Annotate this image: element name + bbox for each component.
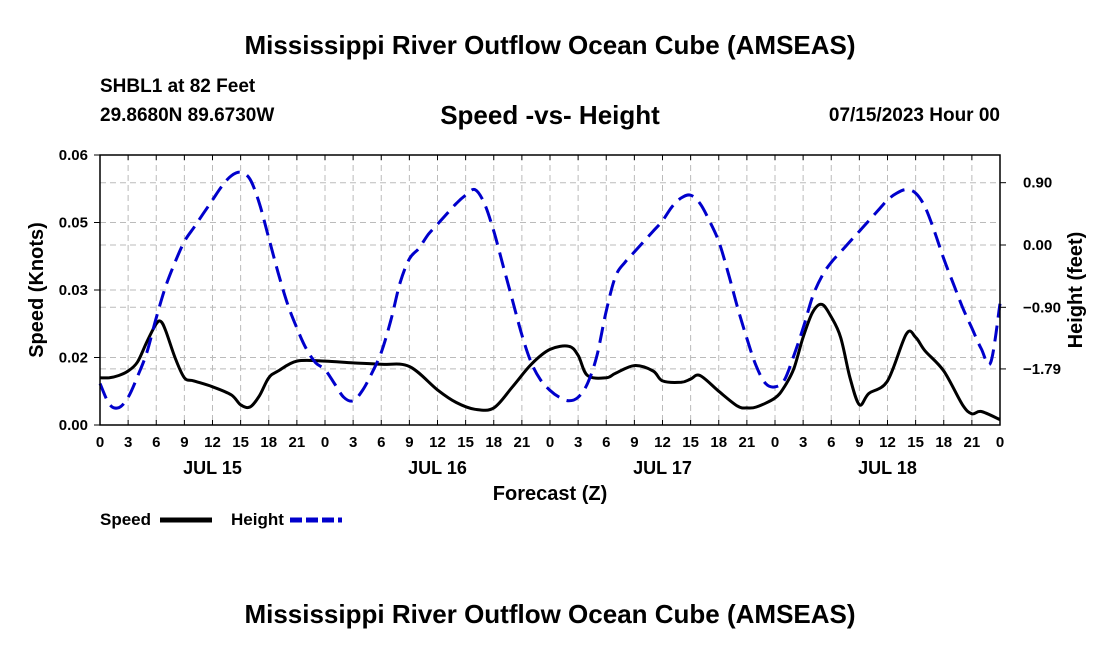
- x-tick-label: 6: [377, 434, 385, 451]
- x-tick-label: 18: [935, 434, 952, 451]
- day-label: JUL 16: [408, 458, 467, 478]
- series-line-height: [98, 170, 1002, 410]
- x-tick-label: 18: [710, 434, 727, 451]
- x-tick-label: 6: [602, 434, 610, 451]
- legend: Speed Height: [100, 510, 342, 529]
- station-label: SHBL1 at 82 Feet: [100, 76, 256, 97]
- y-tick-label: 0.00: [59, 417, 88, 434]
- x-tick-label: 3: [124, 434, 132, 451]
- chart-title: Mississippi River Outflow Ocean Cube (AM…: [244, 30, 856, 60]
- day-label: JUL 15: [183, 458, 242, 478]
- x-tick-label: 18: [260, 434, 277, 451]
- x-tick-label: 12: [879, 434, 896, 451]
- y2-tick-label: 0.00: [1023, 237, 1052, 254]
- x-tick-label: 3: [799, 434, 807, 451]
- y-tick-label: 0.05: [59, 215, 88, 232]
- y2-tick-label: 0.90: [1023, 175, 1052, 192]
- y-axis-label: Speed (Knots): [26, 222, 48, 358]
- axes: 0 3 6 9 12 15 18 21 0 3 6 9 12 15 18 21 0 3 6 9 12 15 18 21 0 3 6 9…: [59, 147, 1061, 478]
- x-tick-label: 9: [405, 434, 413, 451]
- grid: [100, 155, 1000, 425]
- x-tick-label: 15: [907, 434, 924, 451]
- x-tick-label: 9: [855, 434, 863, 451]
- footer-title: Mississippi River Outflow Ocean Cube (AM…: [244, 599, 856, 629]
- x-tick-label: 18: [485, 434, 502, 451]
- x-tick-label: 21: [289, 434, 306, 451]
- y2-tick-label: −1.79: [1023, 361, 1061, 378]
- legend-label-height: Height: [231, 510, 284, 529]
- series-group: [98, 170, 1002, 421]
- x-tick-label: 0: [996, 434, 1004, 451]
- x-tick-label: 6: [827, 434, 835, 451]
- x-tick-label: 12: [429, 434, 446, 451]
- x-tick-label: 3: [349, 434, 357, 451]
- coordinates-label: 29.8680N 89.6730W: [100, 105, 275, 126]
- y-tick-label: 0.02: [59, 350, 88, 367]
- x-tick-label: 12: [204, 434, 221, 451]
- chart-subtitle: Speed -vs- Height: [440, 100, 660, 130]
- day-label: JUL 17: [633, 458, 692, 478]
- x-tick-label: 12: [654, 434, 671, 451]
- y2-tick-label: −0.90: [1023, 299, 1061, 316]
- x-tick-label: 9: [180, 434, 188, 451]
- x-tick-label: 9: [630, 434, 638, 451]
- series-line-speed: [99, 302, 1001, 421]
- legend-label-speed: Speed: [100, 510, 151, 529]
- x-tick-label: 0: [771, 434, 779, 451]
- x-tick-label: 0: [321, 434, 329, 451]
- x-tick-label: 0: [546, 434, 554, 451]
- x-tick-label: 15: [232, 434, 249, 451]
- x-tick-label: 15: [682, 434, 699, 451]
- y-tick-label: 0.06: [59, 147, 88, 164]
- x-tick-label: 3: [574, 434, 582, 451]
- x-tick-label: 0: [96, 434, 104, 451]
- forecast-datetime: 07/15/2023 Hour 00: [828, 105, 1000, 126]
- y-tick-label: 0.03: [59, 282, 88, 299]
- x-tick-label: 15: [457, 434, 474, 451]
- x-tick-label: 21: [964, 434, 981, 451]
- x-tick-label: 21: [739, 434, 756, 451]
- x-tick-label: 21: [514, 434, 531, 451]
- x-axis-label: Forecast (Z): [493, 483, 607, 505]
- day-label: JUL 18: [858, 458, 917, 478]
- x-tick-label: 6: [152, 434, 160, 451]
- y2-axis-label: Height (feet): [1065, 232, 1087, 349]
